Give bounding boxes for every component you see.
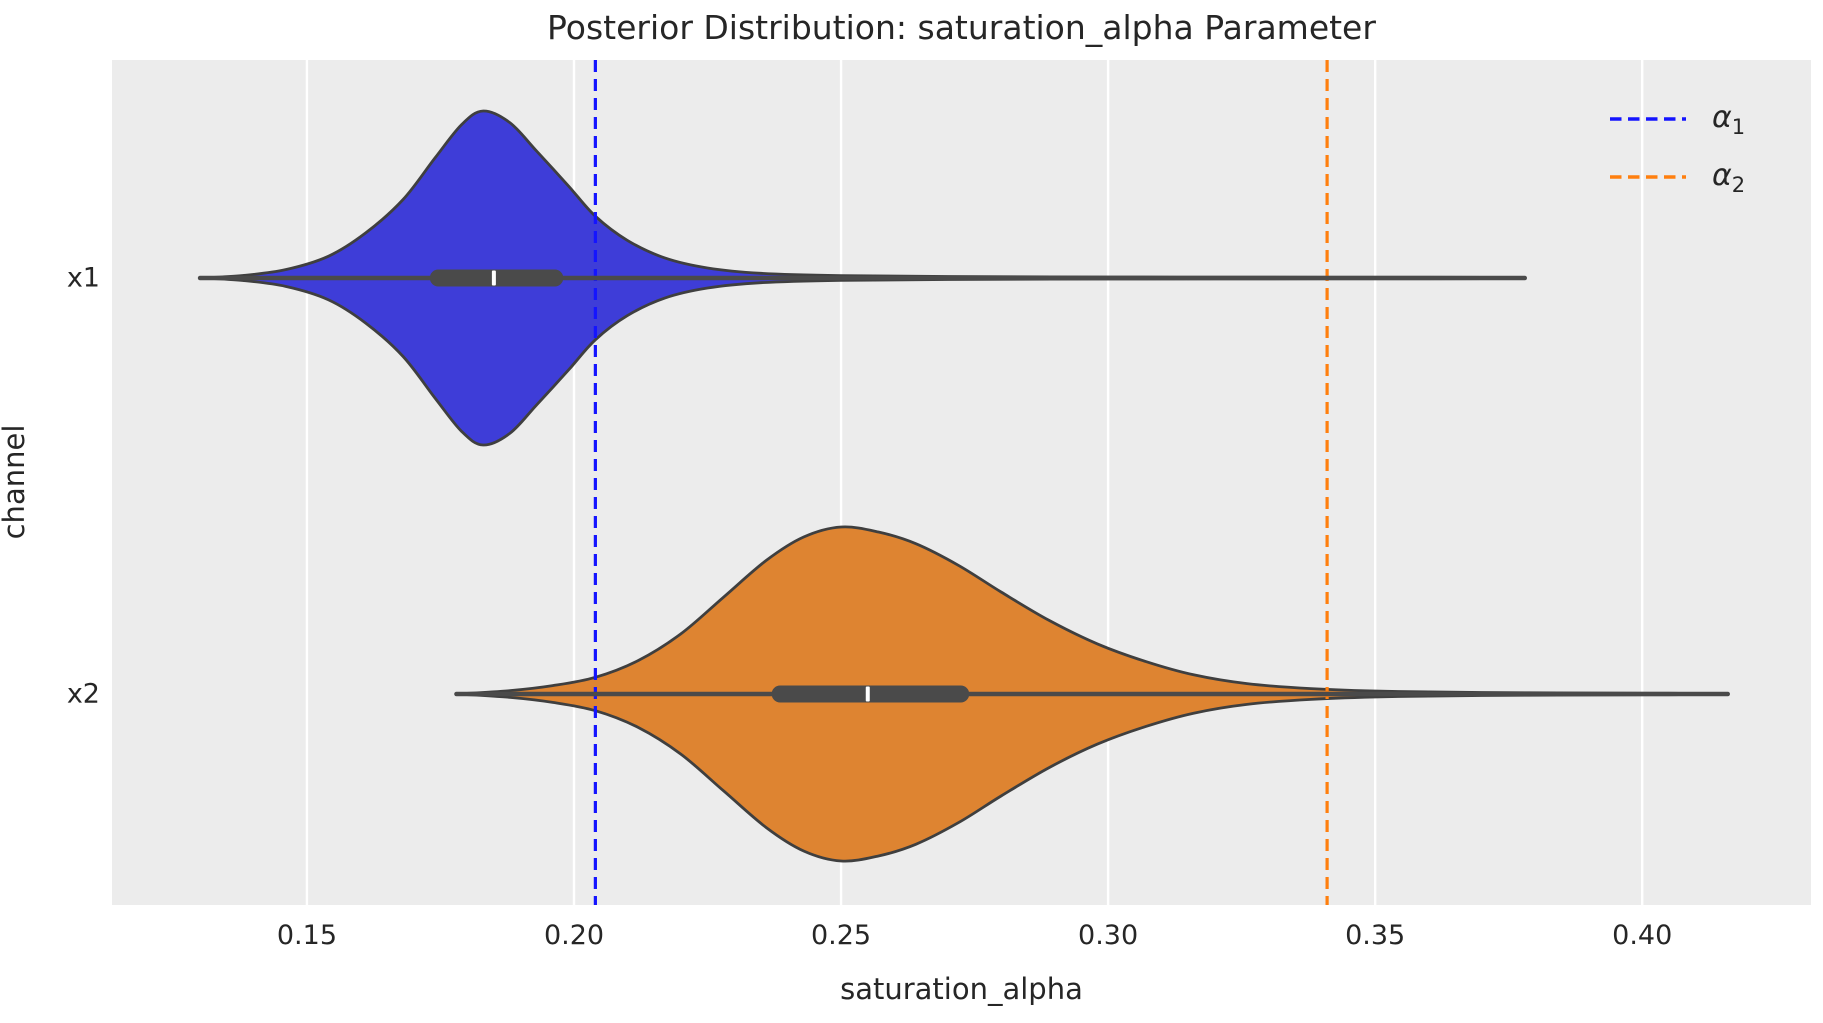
x-axis-label: saturation_alpha: [840, 972, 1083, 1006]
legend-entry-alpha2: α2: [1608, 148, 1745, 206]
box-x2: [771, 685, 970, 703]
x-tick-label-0: 0.15: [276, 920, 337, 951]
box-x1: [429, 269, 564, 287]
plot-svg: [112, 60, 1811, 905]
x-tick-label-1: 0.20: [543, 920, 605, 951]
y-tick-label-x2: x2: [66, 678, 100, 710]
chart-title: Posterior Distribution: saturation_alpha…: [547, 8, 1376, 47]
x-tick-label-3: 0.30: [1078, 920, 1139, 951]
legend-label-alpha2: α2: [1712, 157, 1746, 197]
median-x2: [865, 686, 870, 702]
legend-dash-alpha1-icon: [1610, 117, 1686, 121]
plot-area: [112, 60, 1811, 905]
x-tick-label-5: 0.40: [1612, 920, 1673, 951]
x-tick-label-2: 0.25: [810, 920, 872, 951]
median-x1: [491, 270, 496, 286]
legend-entry-alpha1: α1: [1608, 90, 1745, 148]
legend-dash-alpha2-icon: [1610, 175, 1686, 179]
x-tick-label-4: 0.35: [1345, 920, 1406, 951]
y-axis-label: channel: [0, 424, 31, 540]
y-tick-label-x1: x1: [66, 262, 100, 294]
legend: α1 α2: [1608, 90, 1745, 206]
legend-label-alpha1: α1: [1712, 99, 1746, 139]
